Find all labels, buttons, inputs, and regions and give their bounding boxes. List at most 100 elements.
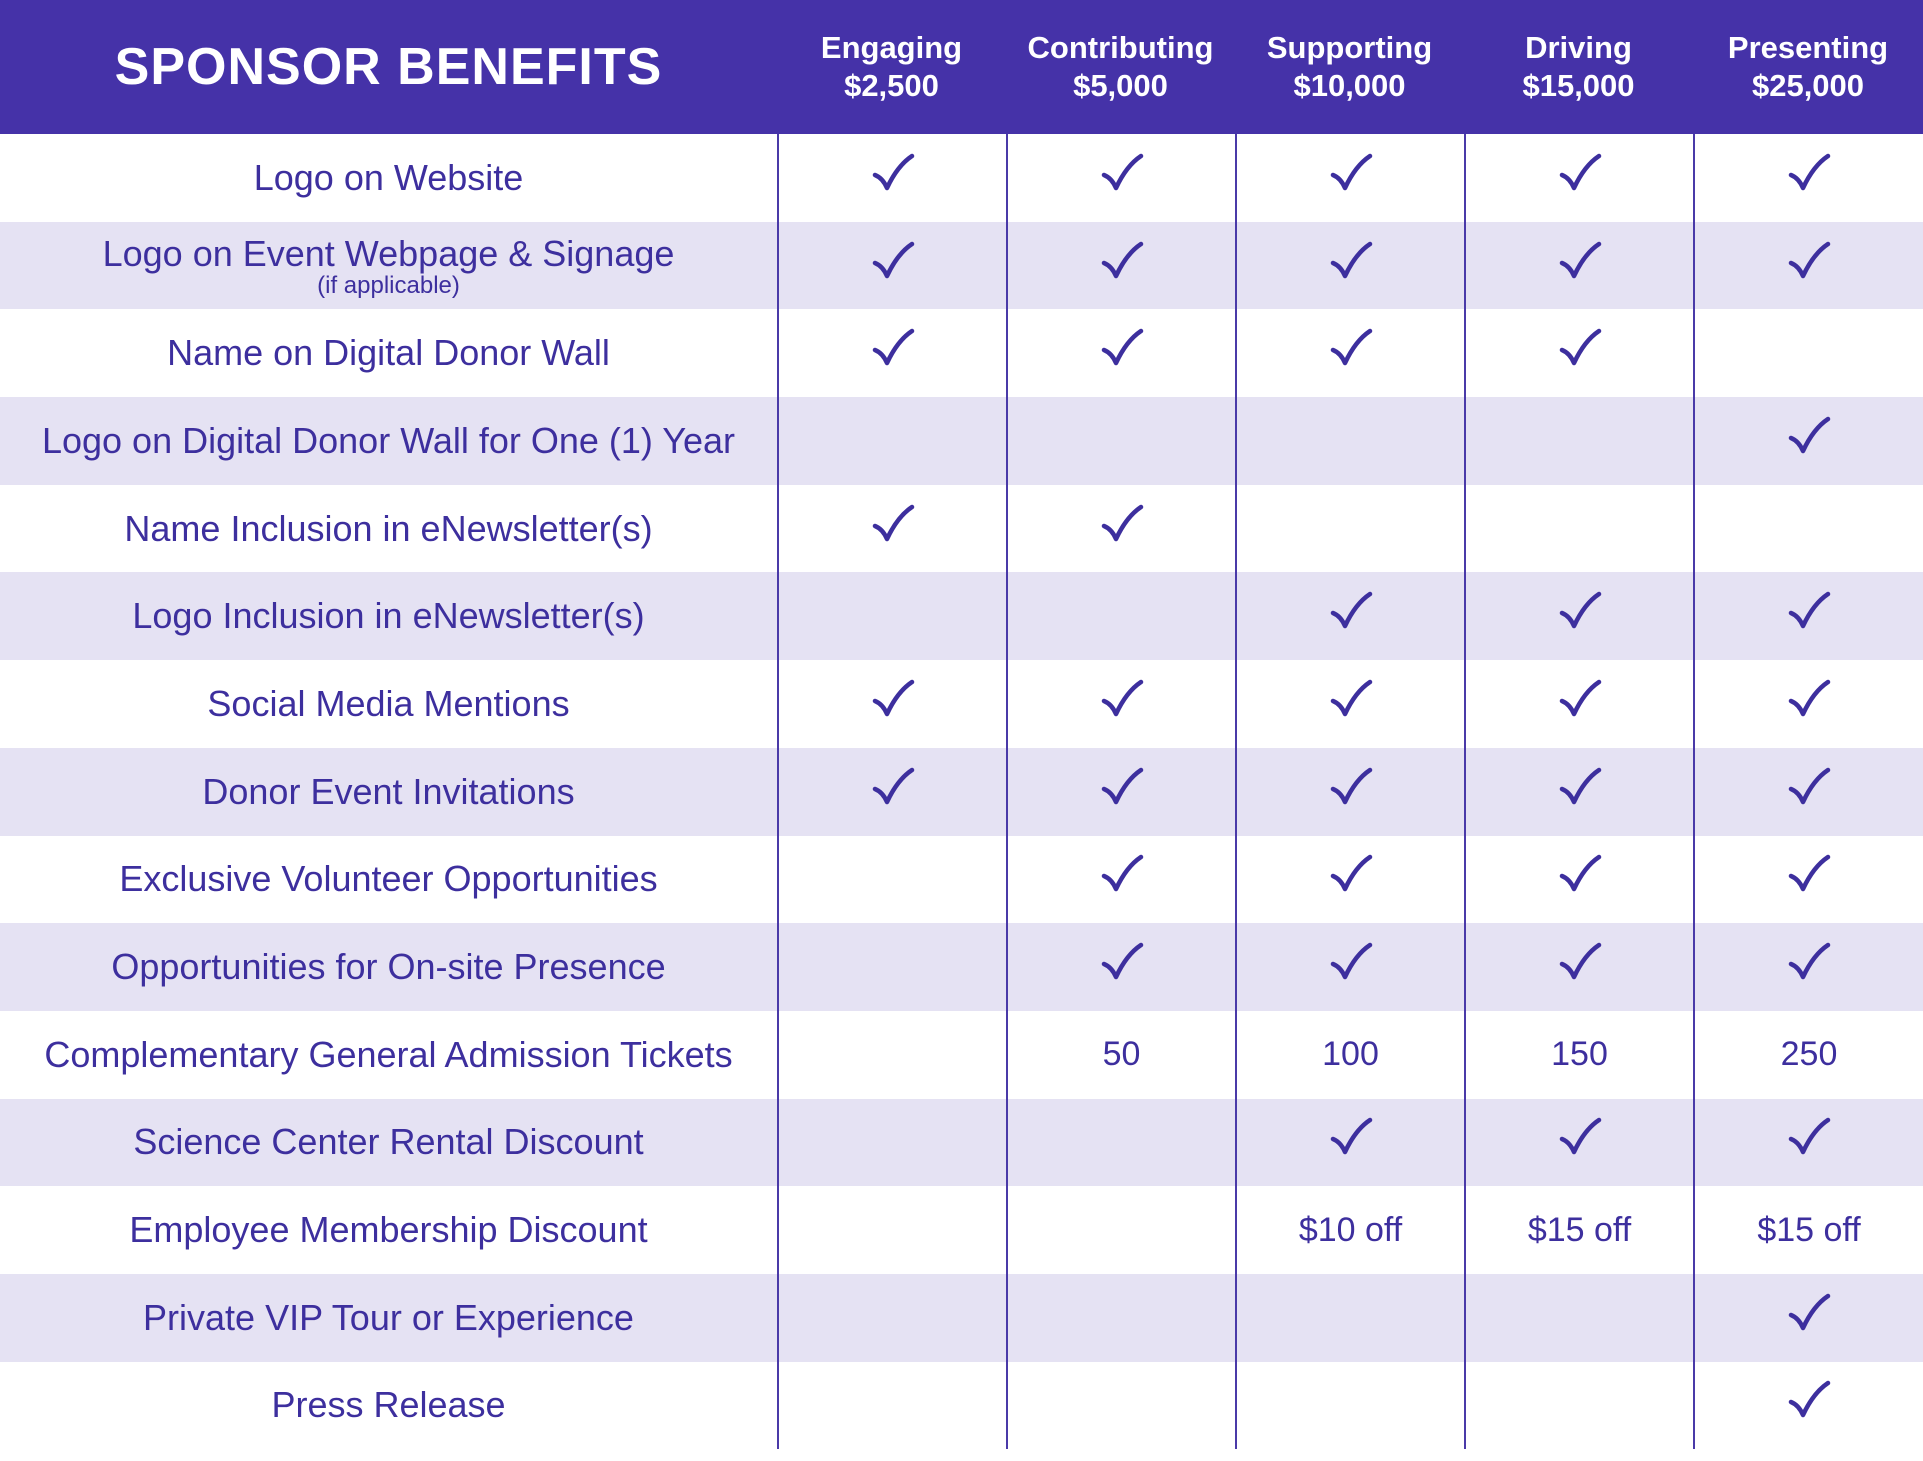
check-icon bbox=[1464, 572, 1693, 661]
benefit-value: 100 bbox=[1235, 1010, 1464, 1099]
check-icon bbox=[1006, 221, 1235, 310]
check-icon bbox=[777, 484, 1006, 573]
empty-cell bbox=[1235, 484, 1464, 573]
benefit-label: Complementary General Admission Tickets bbox=[0, 1011, 777, 1099]
empty-cell bbox=[777, 1098, 1006, 1187]
benefit-value: $15 off bbox=[1464, 1186, 1693, 1274]
check-icon bbox=[1693, 1361, 1923, 1450]
empty-cell bbox=[1464, 1273, 1693, 1362]
tier-amount: $2,500 bbox=[844, 68, 939, 103]
check-icon bbox=[1693, 1273, 1923, 1362]
benefit-label: Name on Digital Donor Wall bbox=[0, 309, 777, 397]
benefit-label: Donor Event Invitations bbox=[0, 747, 777, 836]
benefit-name: Donor Event Invitations bbox=[202, 770, 575, 812]
check-icon bbox=[1006, 660, 1235, 748]
check-icon bbox=[1693, 572, 1923, 661]
benefit-value: $10 off bbox=[1235, 1186, 1464, 1274]
benefit-label: Logo on Event Webpage & Signage (if appli… bbox=[0, 221, 777, 310]
empty-cell bbox=[777, 1186, 1006, 1274]
check-icon bbox=[1464, 134, 1693, 222]
empty-cell bbox=[1006, 572, 1235, 661]
tier-amount: $5,000 bbox=[1073, 68, 1168, 103]
tier-header-supporting: Supporting $10,000 bbox=[1235, 0, 1464, 134]
check-icon bbox=[1693, 397, 1923, 485]
benefit-value: 250 bbox=[1693, 1010, 1923, 1099]
check-icon bbox=[1693, 221, 1923, 310]
tier-header-presenting: Presenting $25,000 bbox=[1693, 0, 1923, 134]
tier-name: Engaging bbox=[820, 30, 963, 65]
check-icon bbox=[777, 309, 1006, 398]
check-icon bbox=[1464, 660, 1693, 748]
empty-cell bbox=[1693, 484, 1923, 573]
check-icon bbox=[1235, 660, 1464, 748]
check-icon bbox=[777, 221, 1006, 310]
empty-cell bbox=[777, 1361, 1006, 1450]
benefit-label: Logo Inclusion in eNewsletter(s) bbox=[0, 572, 777, 661]
tier-amount: $15,000 bbox=[1522, 68, 1635, 103]
benefit-name: Social Media Mentions bbox=[207, 682, 570, 724]
tier-name: Contributing bbox=[1027, 30, 1214, 65]
empty-cell bbox=[1693, 309, 1923, 398]
check-icon bbox=[1006, 134, 1235, 222]
tier-amount: $10,000 bbox=[1293, 68, 1406, 103]
check-icon bbox=[1693, 747, 1923, 836]
benefit-name: Opportunities for On-site Presence bbox=[111, 946, 666, 988]
benefit-label: Press Release bbox=[0, 1362, 777, 1450]
empty-cell bbox=[1464, 397, 1693, 485]
check-icon bbox=[1235, 221, 1464, 310]
tier-header-driving: Driving $15,000 bbox=[1464, 0, 1693, 134]
empty-cell bbox=[777, 835, 1006, 924]
benefit-name: Name on Digital Donor Wall bbox=[167, 332, 610, 374]
benefit-label: Opportunities for On-site Presence bbox=[0, 923, 777, 1011]
benefit-label: Social Media Mentions bbox=[0, 660, 777, 748]
check-icon bbox=[1006, 835, 1235, 924]
benefit-label: Science Center Rental Discount bbox=[0, 1098, 777, 1187]
check-icon bbox=[1693, 923, 1923, 1011]
check-icon bbox=[1464, 923, 1693, 1011]
benefit-label: Employee Membership Discount bbox=[0, 1186, 777, 1274]
benefit-name: Press Release bbox=[271, 1384, 506, 1426]
check-icon bbox=[1235, 747, 1464, 836]
benefit-label: Logo on Website bbox=[0, 134, 777, 222]
check-icon bbox=[1235, 572, 1464, 661]
benefit-value: 150 bbox=[1464, 1010, 1693, 1099]
check-icon bbox=[1006, 309, 1235, 398]
benefit-name: Logo on Event Webpage & Signage bbox=[102, 232, 675, 274]
check-icon bbox=[1693, 1098, 1923, 1187]
tier-name: Driving bbox=[1525, 30, 1632, 65]
empty-cell bbox=[1464, 484, 1693, 573]
empty-cell bbox=[1235, 1273, 1464, 1362]
tier-name: Supporting bbox=[1266, 30, 1433, 65]
benefit-label: Exclusive Volunteer Opportunities bbox=[0, 836, 777, 924]
check-icon bbox=[1464, 309, 1693, 398]
tier-amount: $25,000 bbox=[1751, 68, 1865, 103]
benefit-name: Complementary General Admission Tickets bbox=[44, 1033, 733, 1075]
benefit-name: Exclusive Volunteer Opportunities bbox=[119, 858, 658, 900]
empty-cell bbox=[1006, 1186, 1235, 1274]
empty-cell bbox=[777, 1273, 1006, 1362]
empty-cell bbox=[1006, 1273, 1235, 1362]
check-icon bbox=[1006, 484, 1235, 573]
empty-cell bbox=[777, 397, 1006, 485]
check-icon bbox=[1693, 835, 1923, 924]
empty-cell bbox=[1235, 397, 1464, 485]
benefit-name: Logo on Website bbox=[253, 156, 524, 198]
benefit-name: Private VIP Tour or Experience bbox=[143, 1296, 634, 1338]
check-icon bbox=[1235, 835, 1464, 924]
empty-cell bbox=[1006, 1361, 1235, 1450]
benefit-label: Logo on Digital Donor Wall for One (1) Y… bbox=[0, 397, 777, 485]
table-title: SPONSOR BENEFITS bbox=[0, 0, 777, 134]
check-icon bbox=[1235, 134, 1464, 222]
benefit-note: (if applicable) bbox=[317, 271, 460, 299]
check-icon bbox=[777, 660, 1006, 748]
check-icon bbox=[777, 747, 1006, 836]
check-icon bbox=[1006, 747, 1235, 836]
empty-cell bbox=[777, 923, 1006, 1011]
benefit-name: Employee Membership Discount bbox=[129, 1209, 648, 1251]
check-icon bbox=[1464, 221, 1693, 310]
benefit-value: $15 off bbox=[1693, 1186, 1923, 1274]
tier-name: Presenting bbox=[1727, 30, 1889, 65]
empty-cell bbox=[777, 1010, 1006, 1099]
benefit-name: Logo Inclusion in eNewsletter(s) bbox=[132, 595, 645, 637]
